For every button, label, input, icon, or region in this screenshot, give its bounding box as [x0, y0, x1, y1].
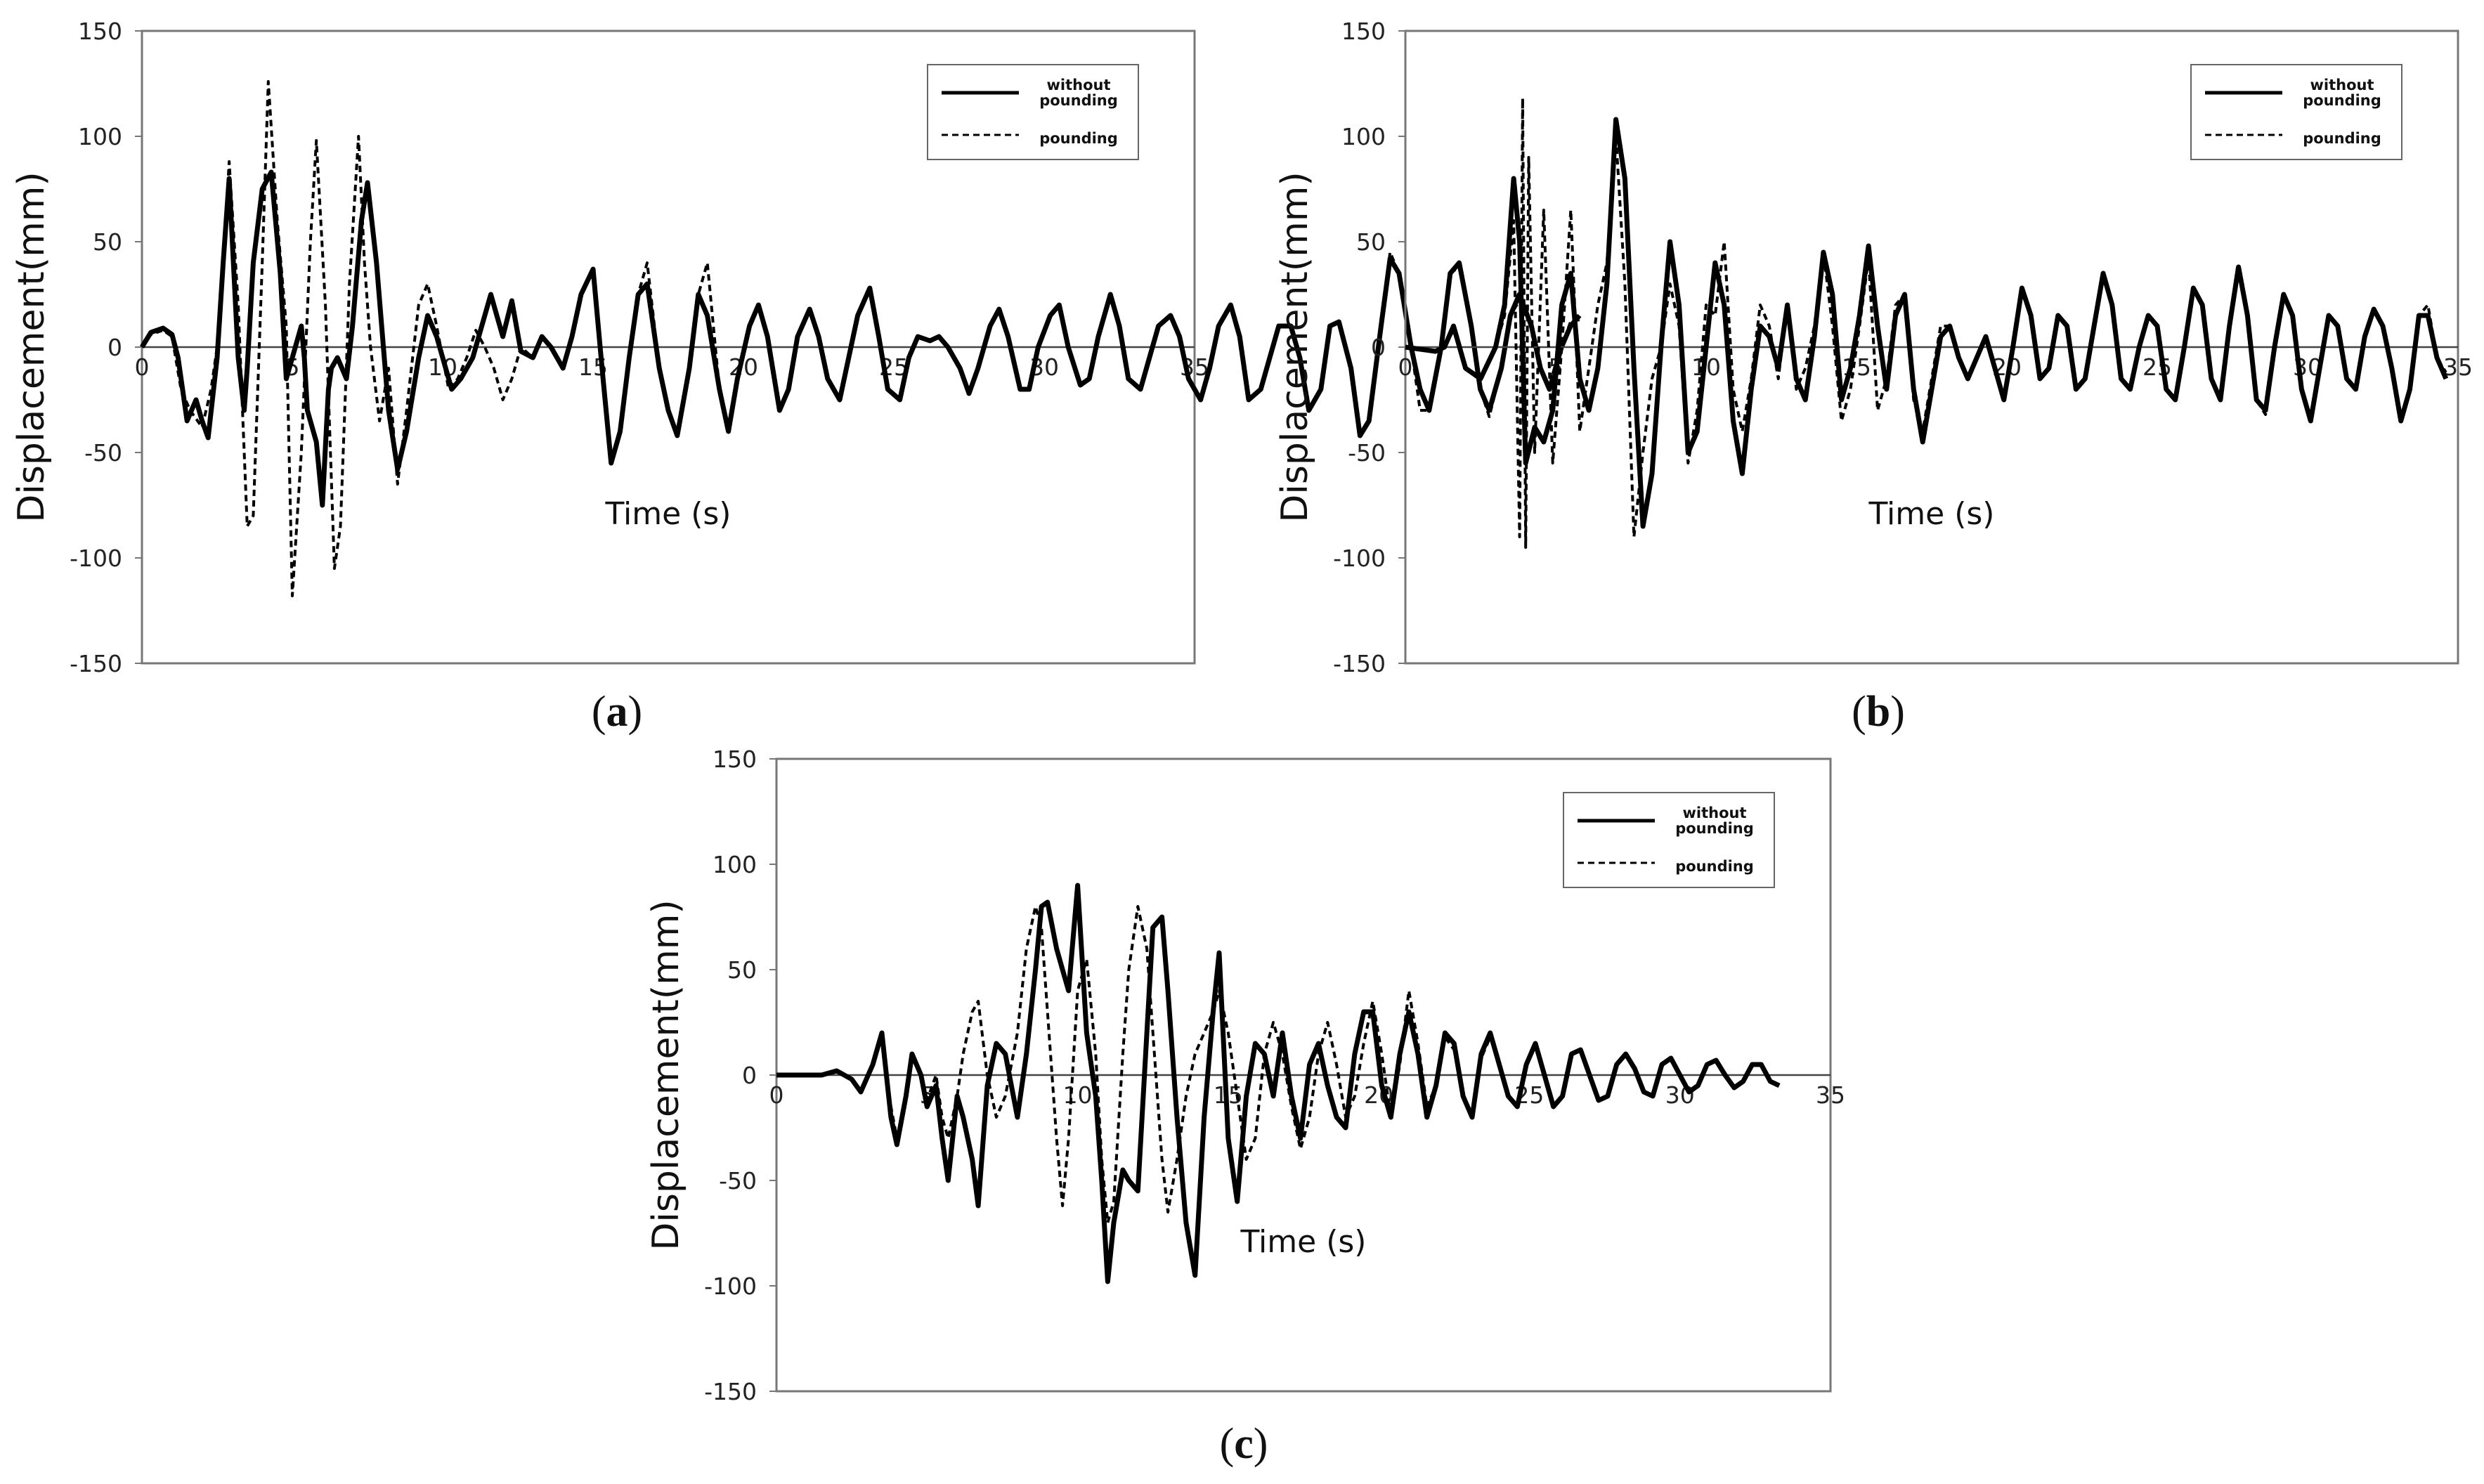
y-tick-label: -100 [704, 1273, 757, 1300]
x-tick-label: 35 [2443, 353, 2473, 381]
caption-c-letter: c [1234, 1420, 1254, 1468]
caption-b-letter: b [1866, 688, 1891, 736]
y-tick-label: 100 [713, 851, 757, 878]
y-tick-label: -150 [704, 1378, 757, 1405]
caption-a-letter: a [606, 688, 628, 736]
y-tick-label: 100 [1341, 123, 1386, 150]
caption-b: (b) [1852, 688, 1905, 736]
y-tick-label: 50 [93, 228, 122, 256]
y-axis-title: Displacement(mm) [11, 171, 53, 522]
legend-label: without [2310, 77, 2374, 93]
y-tick-label: 0 [108, 334, 122, 361]
series-line-without-pounding [1405, 117, 2449, 529]
y-tick-label: -100 [1333, 545, 1386, 572]
legend-label: without [1682, 805, 1746, 821]
x-tick-label: 35 [1816, 1081, 1845, 1109]
legend-label: pounding [1675, 820, 1754, 837]
legend-label: pounding [2303, 130, 2381, 147]
y-tick-label: -150 [1333, 650, 1386, 677]
legend-label: without [1046, 77, 1110, 93]
legend-label: pounding [1675, 858, 1754, 875]
legend-box [2190, 64, 2402, 160]
y-tick-label: -50 [1348, 439, 1386, 467]
x-axis-title: Time (s) [1240, 1224, 1367, 1260]
y-tick-label: 150 [1341, 18, 1386, 45]
y-tick-label: -100 [70, 545, 122, 572]
y-tick-label: 50 [1356, 228, 1386, 256]
y-tick-label: 150 [78, 18, 122, 45]
y-tick-label: 0 [742, 1062, 757, 1089]
y-axis-title: Displacement(mm) [1274, 171, 1316, 522]
y-tick-label: -50 [84, 439, 122, 467]
series-line-without-pounding [776, 883, 1781, 1284]
legend-label: pounding [1039, 92, 1118, 109]
panel-c: -150 -100 -50 0 50 100 150 0 5 10 15 20 25 30 35 Time (… [632, 745, 1869, 1484]
x-axis-title: Time (s) [1868, 496, 1995, 532]
y-tick-label: 50 [727, 956, 757, 984]
y-tick-label: 150 [713, 746, 757, 773]
panel-a: -150 -100 -50 0 50 100 150 0 5 10 15 20 25 30 35 Time (… [0, 0, 1582, 745]
x-tick-label: 30 [1665, 1081, 1695, 1109]
x-tick-label: 0 [1398, 353, 1413, 381]
y-tick-label: 100 [78, 123, 122, 150]
caption-a: (a) [591, 688, 643, 736]
y-axis-title: Displacement(mm) [645, 899, 687, 1250]
legend-box [927, 64, 1139, 160]
legend-label: pounding [1039, 130, 1118, 147]
caption-c: (c) [1219, 1420, 1268, 1468]
x-tick-label: 0 [769, 1081, 784, 1109]
x-tick-label: 10 [1063, 1081, 1093, 1109]
x-tick-label: 0 [135, 353, 150, 381]
y-tick-label: -50 [719, 1167, 757, 1195]
series-line-without-pounding [140, 169, 1582, 508]
y-tick-label: 0 [1371, 334, 1386, 361]
x-axis-title: Time (s) [605, 496, 731, 532]
legend-label: pounding [2303, 92, 2381, 109]
panel-b: -150 -100 -50 0 50 100 150 0 5 10 15 20 25 30 35 Time (… [1251, 0, 2484, 745]
y-tick-label: -150 [70, 650, 122, 677]
legend-box [1563, 792, 1775, 888]
x-tick-label: 25 [2142, 353, 2172, 381]
